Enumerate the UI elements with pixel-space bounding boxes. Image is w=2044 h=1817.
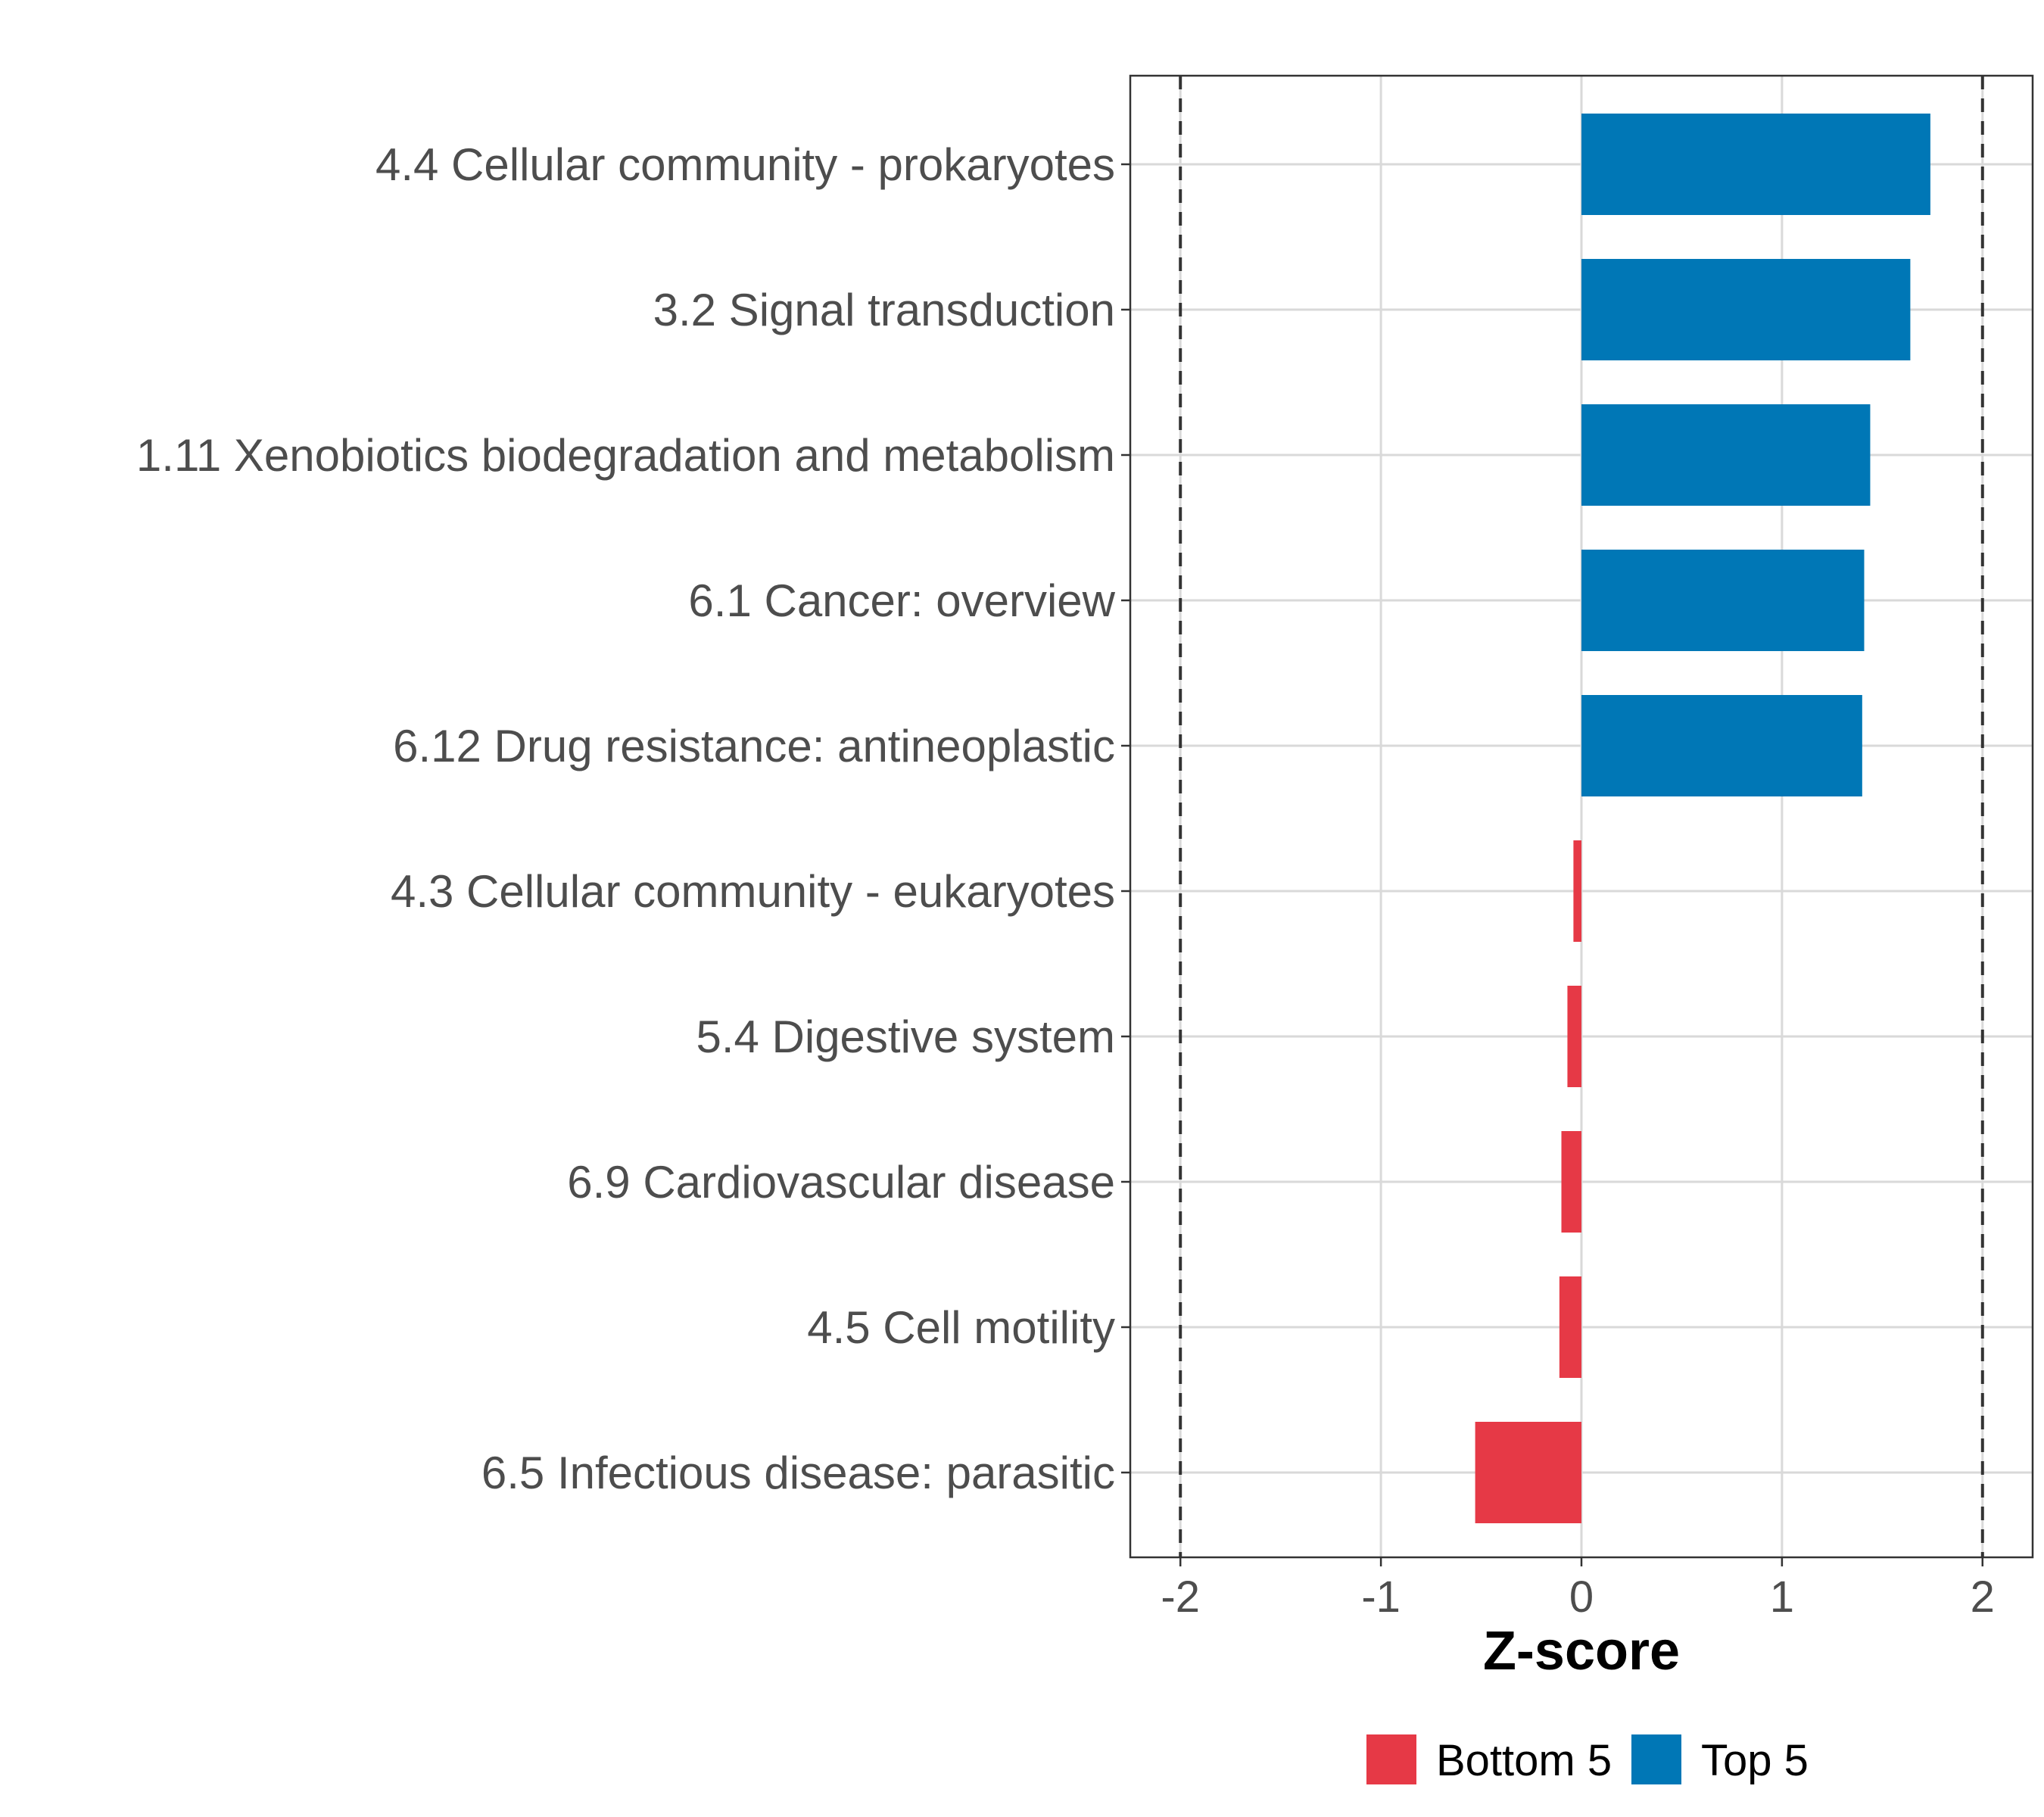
legend-label: Top 5 xyxy=(1701,1736,1809,1785)
category-label: 3.2 Signal transduction xyxy=(653,285,1115,335)
category-label: 6.1 Cancer: overview xyxy=(688,575,1115,626)
legend-label: Bottom 5 xyxy=(1436,1736,1612,1785)
legend-key xyxy=(1366,1734,1416,1784)
category-label: 4.4 Cellular community - prokaryotes xyxy=(375,139,1115,190)
bars xyxy=(1475,114,1930,1523)
x-tick-label: -1 xyxy=(1361,1572,1401,1622)
bar-5 xyxy=(1581,695,1862,796)
category-label: 6.5 Infectious disease: parasitic xyxy=(481,1448,1115,1498)
bar-10 xyxy=(1475,1422,1581,1523)
x-tick-label: 0 xyxy=(1569,1572,1594,1622)
reference-lines xyxy=(1179,76,1984,1557)
legend-key xyxy=(1631,1734,1681,1784)
category-label: 6.9 Cardiovascular disease xyxy=(567,1157,1115,1208)
x-tick-label: 1 xyxy=(1770,1572,1794,1622)
bar-8 xyxy=(1561,1131,1581,1233)
category-label: 1.11 Xenobiotics biodegradation and meta… xyxy=(136,430,1115,481)
category-label: 4.5 Cell motility xyxy=(807,1302,1115,1353)
bar-1 xyxy=(1581,114,1930,215)
category-label: 5.4 Digestive system xyxy=(696,1011,1115,1062)
bar-3 xyxy=(1581,404,1871,506)
bar-4 xyxy=(1581,550,1865,651)
x-axis-title: Z-score xyxy=(1483,1621,1680,1681)
bar-2 xyxy=(1581,259,1911,360)
x-tick-label: -2 xyxy=(1161,1572,1200,1622)
bar-7 xyxy=(1567,986,1581,1087)
category-label: 6.12 Drug resistance: antineoplastic xyxy=(393,721,1115,771)
category-label: 4.3 Cellular community - eukaryotes xyxy=(391,866,1115,917)
legend: Bottom 5 Top 5 xyxy=(1366,1734,1809,1785)
x-axis: -2 -1 0 1 2 xyxy=(1161,1557,1995,1622)
bar-6 xyxy=(1573,840,1581,942)
y-axis: 4.4 Cellular community - prokaryotes 3.2 … xyxy=(136,139,1130,1498)
bar-9 xyxy=(1559,1276,1581,1378)
x-tick-label: 2 xyxy=(1971,1572,1995,1622)
